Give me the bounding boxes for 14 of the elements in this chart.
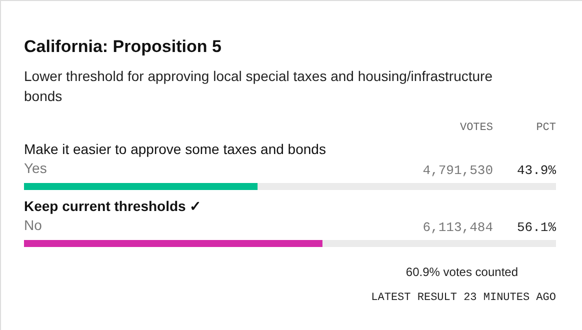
annotation: Keep current thresholds ✓: [24, 198, 202, 214]
annotation: Make it easier to approve some taxes and bonds: [24, 141, 326, 157]
data-label: 43.9%: [516, 163, 556, 178]
text: 60.9% votes counted: [406, 265, 518, 279]
chart-subtitle: Lower threshold for approving local special taxes and housing/infrastructure bonds: [24, 68, 493, 104]
y-tick-label: No: [24, 217, 42, 233]
text: PCT: [536, 122, 556, 134]
annotation: 4,791,530: [422, 163, 493, 178]
text: LATEST RESULT 23 MINUTES AGO: [371, 292, 556, 304]
y-tick-label: Yes: [24, 160, 47, 176]
data-label: 56.1%: [516, 220, 556, 235]
annotation: 6,113,484: [422, 220, 494, 235]
text: VOTES: [460, 122, 494, 134]
chart-title: California: Proposition 5: [24, 37, 222, 56]
